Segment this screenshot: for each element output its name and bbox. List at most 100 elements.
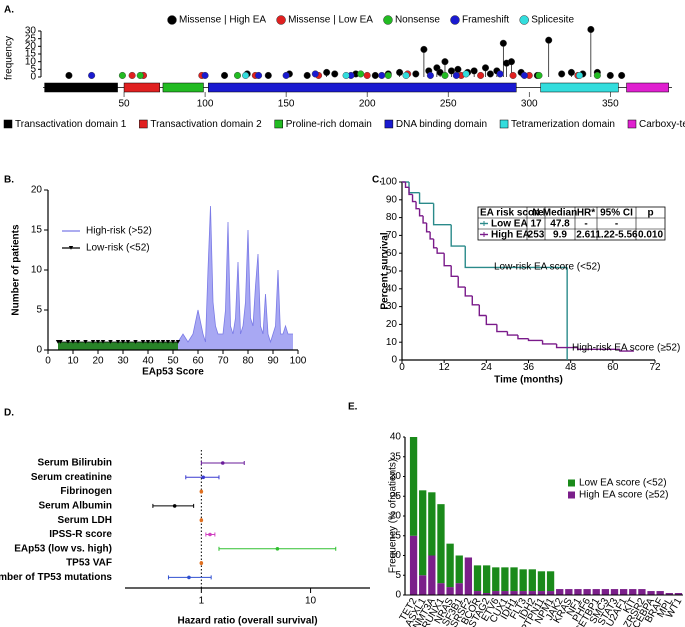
survival-step bbox=[506, 331, 518, 336]
lollipop-head bbox=[136, 71, 144, 79]
table-header: p bbox=[647, 208, 653, 219]
bar bbox=[446, 543, 454, 588]
bar bbox=[428, 492, 436, 556]
lollipop-head bbox=[454, 65, 462, 73]
survival-step bbox=[404, 182, 410, 189]
lollipop-head bbox=[396, 68, 404, 76]
x-tick-label: 50 bbox=[167, 356, 179, 367]
table-header: 95% CI bbox=[600, 208, 633, 219]
x-tick-label: 60 bbox=[607, 362, 619, 373]
lollipop-head bbox=[118, 71, 126, 79]
lollipop-head bbox=[371, 71, 379, 79]
y-tick-label: 5 bbox=[395, 570, 401, 581]
bar bbox=[528, 591, 536, 595]
bar bbox=[492, 567, 500, 592]
survival-step bbox=[555, 343, 578, 349]
y-tick-label: 100 bbox=[380, 177, 397, 188]
x-tick-label: 150 bbox=[278, 99, 295, 110]
domain bbox=[208, 82, 517, 93]
x-tick-label: 50 bbox=[118, 99, 130, 110]
x-tick-label: 10 bbox=[67, 356, 79, 367]
table-cell: 0.010 bbox=[638, 230, 663, 241]
legend-label: Low-risk (<52) bbox=[86, 243, 150, 254]
domain-legend-label: Transactivation domain 1 bbox=[15, 119, 127, 130]
x-tick-label: 100 bbox=[290, 356, 307, 367]
row-label: TP53 VAF bbox=[66, 558, 112, 569]
lollipop-head bbox=[88, 71, 96, 79]
lollipop-head bbox=[507, 58, 515, 66]
table-cell: 9.9 bbox=[553, 230, 567, 241]
table-cell: - bbox=[615, 219, 618, 230]
lollipop-head bbox=[363, 71, 371, 79]
point-marker bbox=[83, 340, 88, 344]
domain-legend-label: Transactivation domain 2 bbox=[150, 119, 262, 130]
lollipop-head bbox=[606, 71, 614, 79]
x-tick-label: 20 bbox=[92, 356, 104, 367]
legend-label: Nonsense bbox=[395, 15, 440, 26]
lollipop-head bbox=[426, 71, 434, 79]
survival-step bbox=[408, 182, 420, 194]
bar bbox=[537, 571, 546, 592]
domain-legend-label: Tetramerization domain bbox=[511, 119, 615, 130]
survival-step bbox=[576, 347, 599, 351]
hazard-ratio-point bbox=[201, 475, 206, 480]
row-label: Number of TP53 mutations bbox=[0, 572, 112, 583]
bar bbox=[419, 490, 427, 576]
x-tick-label: 12 bbox=[439, 362, 451, 373]
table-cell: 253 bbox=[528, 230, 545, 241]
y-tick-label: 20 bbox=[31, 185, 43, 196]
legend-label: Low EA score (<52) bbox=[579, 478, 667, 489]
legend-marker bbox=[68, 246, 74, 250]
x-tick-label: 250 bbox=[440, 99, 457, 110]
bar bbox=[446, 587, 454, 595]
bar bbox=[419, 575, 427, 595]
lollipop-head bbox=[378, 71, 386, 79]
lollipop-head bbox=[470, 67, 478, 75]
lollipop-head bbox=[520, 71, 528, 79]
y-tick-label: 5 bbox=[30, 64, 36, 75]
lollipop-head bbox=[496, 70, 504, 78]
lollipop-head bbox=[576, 71, 584, 79]
y-tick-label: 0 bbox=[395, 590, 401, 601]
domain bbox=[540, 82, 619, 93]
legend-swatch bbox=[568, 491, 575, 499]
lollipop-head bbox=[481, 64, 489, 72]
bar bbox=[437, 504, 445, 584]
lollipop-head bbox=[420, 45, 428, 53]
curve-annotation: Low-risk EA score (<52) bbox=[494, 262, 600, 273]
point-marker bbox=[95, 340, 101, 344]
point-marker bbox=[108, 340, 113, 344]
bar bbox=[610, 589, 619, 595]
point-marker bbox=[155, 340, 161, 344]
bar bbox=[601, 589, 610, 595]
bar bbox=[519, 591, 527, 595]
panel-label: A. bbox=[4, 5, 14, 16]
x-tick-label: 60 bbox=[192, 356, 204, 367]
hazard-ratio-point bbox=[220, 461, 225, 465]
table-cell: Low EA bbox=[491, 219, 528, 230]
lollipop-head bbox=[282, 71, 290, 79]
point-marker bbox=[140, 340, 146, 344]
point-marker bbox=[100, 340, 106, 344]
domain-legend-label: DNA binding domain bbox=[396, 119, 487, 130]
table-cell: 2.61 bbox=[576, 230, 596, 241]
bar bbox=[665, 593, 673, 595]
y-tick-label: 20 bbox=[390, 511, 402, 522]
survival-step bbox=[485, 315, 497, 326]
panel-label: B. bbox=[4, 175, 14, 186]
table-cell: 1.22-5.56 bbox=[595, 230, 638, 241]
y-tick-label: 40 bbox=[390, 432, 402, 443]
row-label: IPSS-R score bbox=[49, 529, 112, 540]
survival-step bbox=[450, 265, 459, 278]
y-tick-label: 10 bbox=[25, 56, 37, 67]
y-tick-label: 60 bbox=[386, 248, 398, 259]
bar bbox=[556, 589, 564, 595]
panel-label: E. bbox=[348, 402, 358, 413]
x-tick-label: 350 bbox=[602, 99, 619, 110]
survival-step bbox=[429, 231, 434, 240]
x-tick-label: 300 bbox=[521, 99, 538, 110]
y-tick-label: 0 bbox=[30, 72, 36, 83]
y-tick-label: 15 bbox=[25, 49, 37, 60]
x-tick-label: 1 bbox=[199, 595, 205, 606]
lollipop-head bbox=[402, 71, 410, 79]
